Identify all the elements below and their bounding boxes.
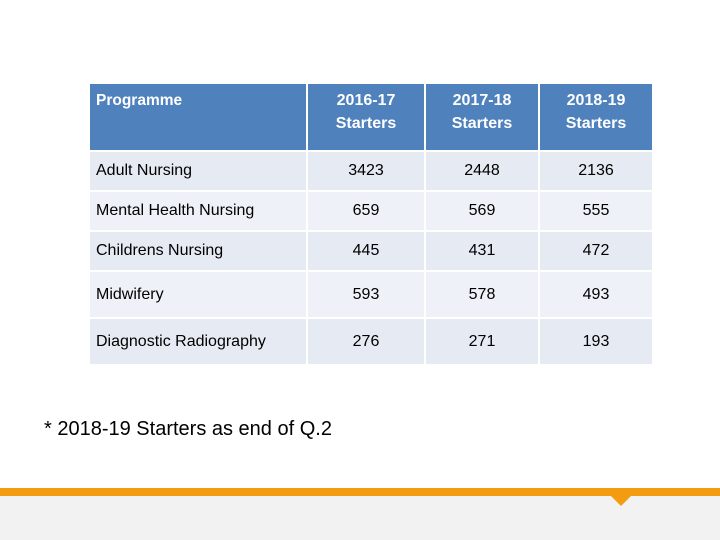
cell-2018-19: 2136 — [540, 152, 652, 192]
header-2017-18-label: Starters — [451, 115, 513, 132]
cell-programme: Mental Health Nursing — [90, 192, 308, 232]
header-programme-label: Programme — [96, 92, 183, 109]
footer-accent-bar — [0, 488, 720, 496]
starters-table: Programme 2016-17 Starters 2017-18 Starter… — [90, 84, 652, 366]
cell-2017-18: 2448 — [426, 152, 540, 192]
footer-band — [0, 496, 720, 540]
header-2016-17-year: 2016-17 — [336, 92, 396, 109]
cell-2018-19: 472 — [540, 232, 652, 272]
footnote: * 2018-19 Starters as end of Q.2 — [44, 418, 332, 440]
header-2018-19-year: 2018-19 — [566, 92, 626, 109]
cell-2018-19: 493 — [540, 272, 652, 319]
cell-programme: Diagnostic Radiography — [90, 319, 308, 366]
header-2018-19: 2018-19 Starters — [540, 84, 652, 152]
header-2016-17: 2016-17 Starters — [308, 84, 426, 152]
table-row: Mental Health Nursing 659 569 555 — [90, 192, 652, 232]
cell-programme: Adult Nursing — [90, 152, 308, 192]
table-row: Adult Nursing 3423 2448 2136 — [90, 152, 652, 192]
header-2016-17-label: Starters — [335, 115, 397, 132]
cell-2018-19: 555 — [540, 192, 652, 232]
cell-programme: Childrens Nursing — [90, 232, 308, 272]
cell-2016-17: 3423 — [308, 152, 426, 192]
header-2017-18-year: 2017-18 — [452, 92, 512, 109]
footer-notch-icon — [611, 496, 631, 506]
table-header-row: Programme 2016-17 Starters 2017-18 Starter… — [90, 84, 652, 152]
table-row: Childrens Nursing 445 431 472 — [90, 232, 652, 272]
table-row: Midwifery 593 578 493 — [90, 272, 652, 319]
header-2018-19-label: Starters — [565, 115, 627, 132]
cell-2016-17: 445 — [308, 232, 426, 272]
cell-2018-19: 193 — [540, 319, 652, 366]
table-row: Diagnostic Radiography 276 271 193 — [90, 319, 652, 366]
cell-programme: Midwifery — [90, 272, 308, 319]
cell-2017-18: 578 — [426, 272, 540, 319]
cell-2016-17: 276 — [308, 319, 426, 366]
cell-2017-18: 569 — [426, 192, 540, 232]
header-2017-18: 2017-18 Starters — [426, 84, 540, 152]
cell-2016-17: 659 — [308, 192, 426, 232]
cell-2016-17: 593 — [308, 272, 426, 319]
cell-2017-18: 271 — [426, 319, 540, 366]
cell-2017-18: 431 — [426, 232, 540, 272]
header-programme: Programme — [90, 84, 308, 152]
